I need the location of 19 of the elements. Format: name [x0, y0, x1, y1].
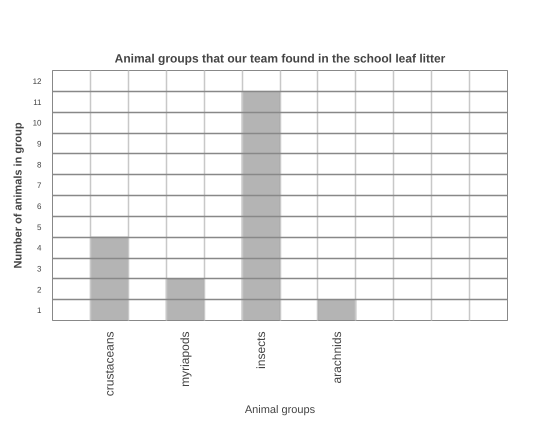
x-tick-label: crustaceans: [102, 331, 116, 396]
y-tick-label: 1: [37, 306, 42, 316]
x-tick-label: insects: [254, 331, 268, 369]
y-axis-title: Number of animals in group: [12, 122, 25, 269]
y-tick-label: 11: [33, 98, 42, 107]
x-tick-label: myriapods: [178, 331, 192, 387]
y-tick-label: 5: [37, 222, 42, 232]
x-axis-title: Animal groups: [244, 404, 316, 416]
y-tick-label: 7: [37, 181, 42, 190]
chart-title: Animal groups that our team found in the school leaf litter: [114, 52, 446, 66]
y-tick-label: 3: [37, 264, 42, 274]
y-tick-label: 12: [32, 76, 42, 86]
y-tick-label: 2: [37, 285, 42, 294]
y-tick-label: 10: [32, 118, 42, 128]
y-tick-label: 4: [37, 244, 42, 253]
y-tick-label: 9: [37, 139, 42, 148]
x-tick-label: arachnids: [330, 332, 344, 384]
y-tick-label: 8: [37, 160, 42, 170]
y-tick-label: 6: [37, 202, 42, 211]
